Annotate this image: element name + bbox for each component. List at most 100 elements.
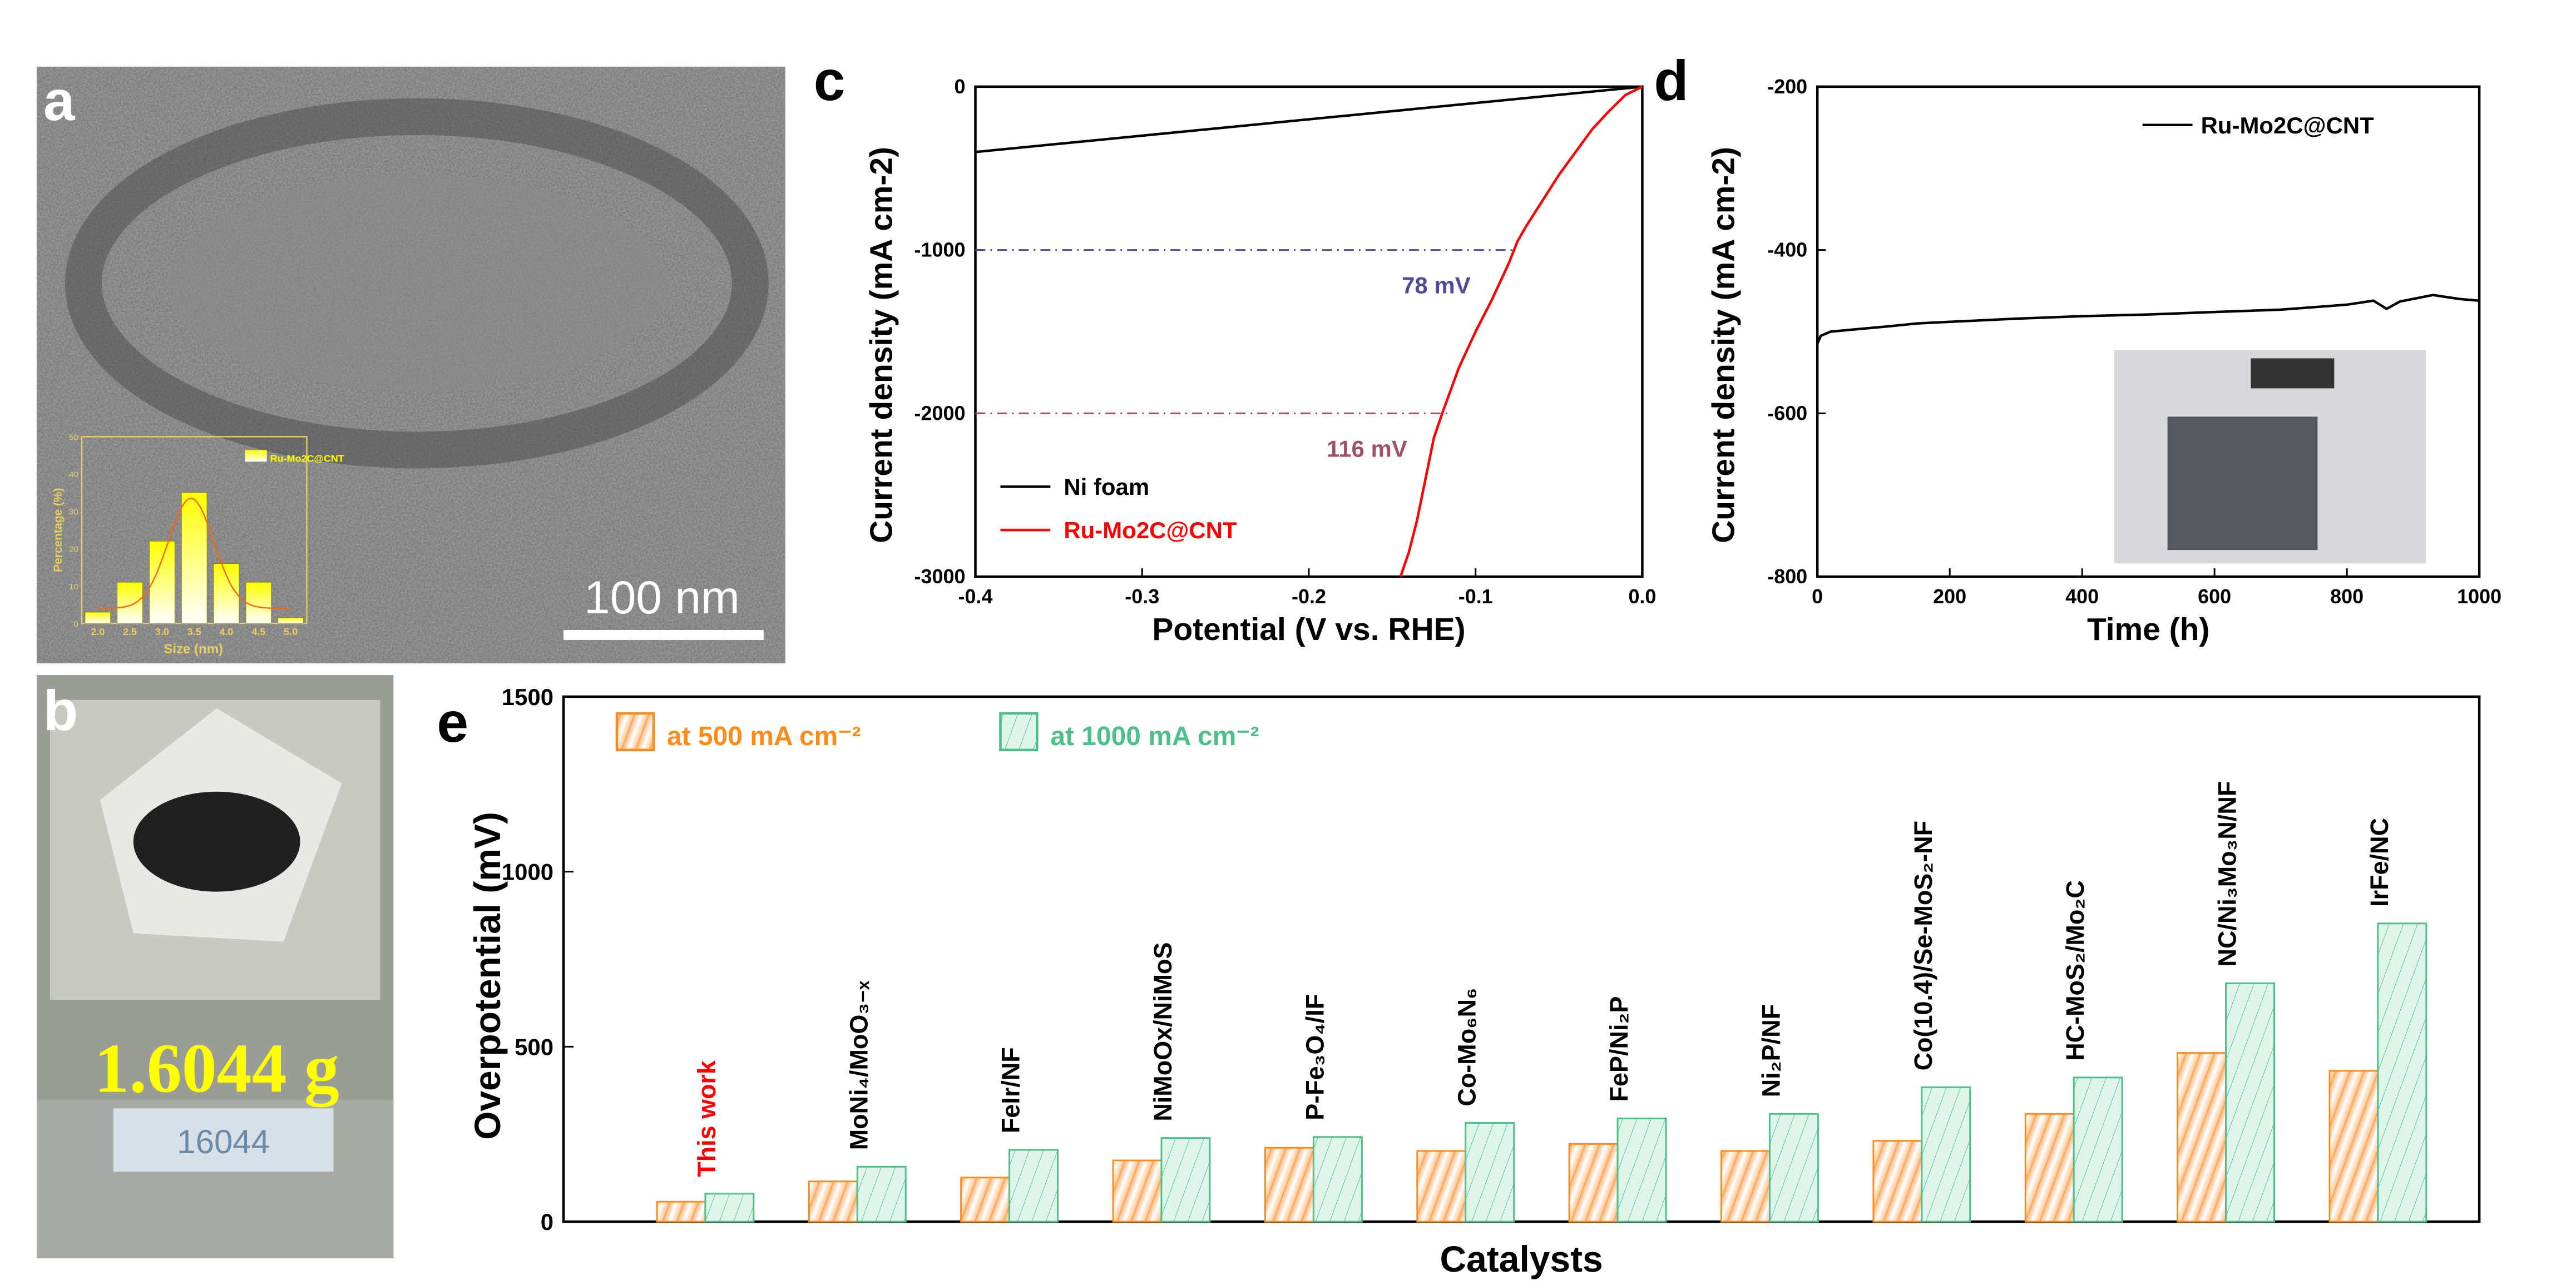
x-tick-label: 5.0 <box>284 626 298 637</box>
bar-1000 <box>704 1193 755 1223</box>
x-tick-label: -0.2 <box>1292 585 1326 608</box>
x-tick-label: 400 <box>2065 585 2099 608</box>
bar-1000 <box>1008 1149 1059 1223</box>
category-label: NiMoOx/NiMoS <box>1149 942 1177 1122</box>
bar-1000 <box>2377 922 2427 1223</box>
mass-readout: 1.6044 g <box>94 1030 339 1107</box>
x-tick-label: -0.4 <box>958 585 993 608</box>
y-tick-label: -400 <box>1767 239 1807 261</box>
x-tick-label: 0.0 <box>1628 585 1656 608</box>
bar-1000 <box>2073 1076 2123 1223</box>
electrode-photo-group <box>2114 350 2426 564</box>
y-tick-label: 1000 <box>502 859 553 885</box>
bar-500 <box>1568 1143 1619 1223</box>
bar-1000 <box>1616 1117 1667 1223</box>
category-label: Co(10.4)/Se-MoS₂-NF <box>1909 821 1937 1071</box>
histogram-bar <box>245 582 272 624</box>
y-axis-title: Percentage (%) <box>52 488 65 572</box>
histogram-bar <box>213 563 240 624</box>
x-tick-label: -0.1 <box>1458 585 1493 608</box>
x-tick-label: 4.5 <box>251 626 265 637</box>
y-tick-label: 0 <box>74 619 78 629</box>
legend-label: Ni foam <box>1064 474 1149 500</box>
size-histogram-inset: 2.0 2.5 3.0 3.5 4.0 4.5 5.0 0 10 20 30 40 50 Ru-Mo2C@… <box>52 433 344 657</box>
category-label: HC-MoS₂/Mo₂C <box>2061 880 2089 1061</box>
y-tick-label: -800 <box>1767 565 1807 588</box>
category-label: FeIr/NF <box>997 1047 1025 1133</box>
bar-500 <box>2024 1113 2075 1223</box>
histogram-bar <box>85 612 111 624</box>
panel-a: a 2.0 2.5 3.0 3.5 4.0 4.5 5.0 0 10 20 30 40 50 Ru-Mo2… <box>36 66 785 663</box>
histogram-bar <box>117 582 143 624</box>
panel-letter-c: c <box>814 49 846 112</box>
y-tick-label: 10 <box>69 582 78 592</box>
x-tick-label: 3.5 <box>187 626 201 637</box>
legend-label: Ru-Mo2C@CNT <box>1064 517 1237 543</box>
category-label: MoNi₄/MoO₃₋ₓ <box>844 980 873 1150</box>
y-tick-label: -3000 <box>914 565 966 588</box>
legend-swatch <box>999 712 1039 752</box>
y-tick-label: 0 <box>955 75 966 98</box>
x-tick-label: 600 <box>2198 585 2231 608</box>
x-tick-label: 2.0 <box>91 626 105 637</box>
powder-sample <box>133 791 300 892</box>
y-tick-label: 30 <box>69 508 78 517</box>
x-tick-label: 4.0 <box>220 626 234 637</box>
y-axis-title: Current density (mA cm-2) <box>1705 147 1741 543</box>
category-label: This work <box>693 1060 721 1177</box>
balance-display <box>113 1108 334 1172</box>
panel-d: d 0 200 400 600 800 1000 -200 -400 -600 -800 Time … <box>1654 49 2501 647</box>
x-tick-label: -0.3 <box>1125 585 1159 608</box>
bar-500 <box>1112 1159 1163 1223</box>
x-tick-label: 1000 <box>2457 585 2501 608</box>
bar-1000 <box>2225 982 2275 1223</box>
x-axis-title: Potential (V vs. RHE) <box>1152 612 1465 647</box>
y-tick-label: 500 <box>515 1034 553 1060</box>
x-tick-label: 2.5 <box>123 626 137 637</box>
y-tick-label: -200 <box>1767 75 1807 98</box>
bar-500 <box>960 1177 1011 1223</box>
bar-1000 <box>1768 1113 1819 1223</box>
legend-label: Ru-Mo2C@CNT <box>2201 112 2375 138</box>
bar-1000 <box>1312 1136 1363 1223</box>
y-tick-label: 0 <box>541 1209 553 1235</box>
y-tick-label: 40 <box>69 470 78 479</box>
bar-500 <box>656 1200 706 1223</box>
y-axis-title: Current density (mA cm-2) <box>864 147 899 543</box>
x-axis-title: Time (h) <box>2087 612 2209 647</box>
bar-1000 <box>1160 1137 1211 1223</box>
category-label: Ni₂P/NF <box>1757 1004 1785 1097</box>
panel-e: e 0 500 1000 1500 Catalysts Overpotential (mV… <box>437 684 2481 1279</box>
bar-1000 <box>856 1165 907 1223</box>
bar-500 <box>2177 1052 2227 1223</box>
y-tick-label: -1000 <box>914 239 966 261</box>
scale-bar <box>563 630 764 641</box>
x-tick-label: 0 <box>1812 585 1823 608</box>
x-tick-label: 3.0 <box>155 626 169 637</box>
x-tick-label: 800 <box>2330 585 2364 608</box>
electrode <box>2167 416 2318 550</box>
category-label: Co-Mo₆N₆ <box>1453 988 1481 1107</box>
category-label: FeP/Ni₂P <box>1605 996 1633 1102</box>
electrode-clip <box>2251 358 2335 389</box>
cnt-loop <box>65 98 769 469</box>
bar-500 <box>808 1180 858 1223</box>
bar-1000 <box>1465 1122 1515 1223</box>
legend-label: at 500 mA cm⁻² <box>667 722 861 751</box>
bar-500 <box>1720 1150 1771 1223</box>
cnt-loop-interior <box>166 175 667 392</box>
panel-letter-e: e <box>437 691 468 754</box>
gaussian-fit-line <box>97 497 291 609</box>
y-tick-label: -600 <box>1767 401 1807 424</box>
legend-swatch <box>615 712 655 752</box>
x-axis-title: Size (nm) <box>164 642 223 657</box>
series-line <box>1399 85 1643 577</box>
histogram-bar <box>149 540 175 624</box>
plot-frame <box>974 85 1644 578</box>
legend-swatch <box>245 450 267 462</box>
y-axis-title: Overpotential (mV) <box>467 812 508 1140</box>
category-label: P-Fe₃O₄/IF <box>1301 994 1329 1120</box>
panel-letter-a: a <box>43 69 76 132</box>
series-line <box>975 85 1643 153</box>
